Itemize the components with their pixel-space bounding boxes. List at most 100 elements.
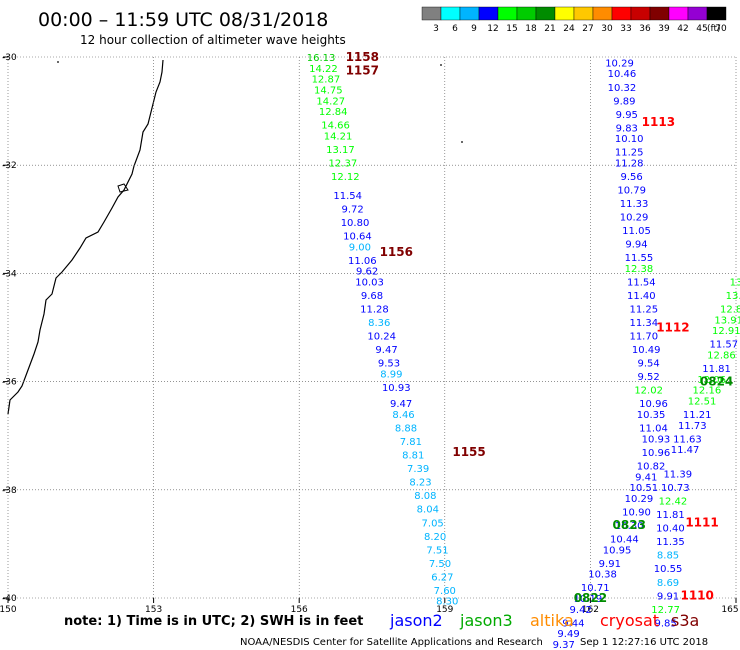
swh-value: 14.66: [321, 121, 350, 132]
legend-swatch: [668, 6, 689, 21]
swh-value: 6.27: [431, 572, 453, 583]
swh-value: 10.30: [615, 521, 644, 532]
legend-swatch: [459, 6, 480, 21]
legend-swatch: [554, 6, 575, 21]
swh-value: 8.99: [380, 369, 402, 380]
legend-label: 30: [601, 24, 613, 34]
swh-value: 10.55: [654, 564, 683, 575]
swh-value: 7.51: [426, 545, 448, 556]
swh-value: 9.91: [599, 559, 621, 570]
swh-value: 11.34: [629, 318, 658, 329]
swh-value: 12.84: [319, 107, 348, 118]
swh-value: 10.64: [343, 232, 372, 243]
swh-value: 10.32: [608, 83, 637, 94]
swh-value: 13: [730, 278, 740, 289]
pass-time-label: 0824: [700, 375, 733, 389]
swh-value: 11.70: [629, 332, 658, 343]
swh-value: 11.73: [678, 421, 707, 432]
legend-swatch: [421, 6, 442, 21]
swh-value: 10.96: [642, 448, 671, 459]
swh-value: 13.: [726, 291, 740, 302]
pass-time-label: 0822: [574, 591, 607, 605]
legend-swatch: [592, 6, 613, 21]
swh-value: 8.85: [657, 551, 679, 562]
island-dot: [461, 141, 463, 143]
legend-label: 27: [582, 24, 593, 34]
swh-value: 9.47: [390, 399, 412, 410]
swh-value: 11.25: [629, 305, 658, 316]
swh-value: 9.53: [378, 359, 400, 370]
swh-value: 10.95: [603, 545, 632, 556]
swh-value: 11.04: [639, 424, 668, 435]
swh-value: 7.50: [429, 559, 451, 570]
swh-value: 10.03: [355, 278, 384, 289]
swh-value: 8.81: [402, 451, 424, 462]
swh-value: 10.71: [581, 583, 610, 594]
swh-value: 12.06: [697, 375, 726, 386]
legend-label: 42: [677, 24, 688, 34]
swh-value: 9.85: [654, 618, 676, 629]
swh-value: 8.30: [436, 597, 458, 608]
swh-value: 11.06: [348, 256, 377, 267]
swh-value: 14.27: [316, 96, 345, 107]
legend-label: 45: [696, 24, 707, 34]
legend-label: 24: [563, 24, 575, 34]
pass-time-label: 0823: [613, 518, 646, 532]
legend-label: 39: [658, 24, 670, 34]
swh-value: 8.46: [392, 410, 414, 421]
swh-value: 10.29: [620, 213, 649, 224]
satellite-name: jason3: [459, 611, 513, 630]
legend-swatch: [706, 6, 727, 21]
swh-value: 11.81: [656, 510, 685, 521]
legend-swatch: [478, 6, 499, 21]
swh-value: 9.44: [562, 618, 584, 629]
legend-label: 36: [639, 24, 651, 34]
swh-value: 13.91: [714, 315, 740, 326]
footer-credit: NOAA/NESDIS Center for Satellite Applica…: [240, 637, 543, 648]
y-tick-label: -34: [2, 269, 17, 279]
swh-value: 10.29: [625, 494, 654, 505]
swh-value: 10.49: [632, 345, 661, 356]
swh-value: 10.96: [639, 399, 668, 410]
y-tick-label: -36: [2, 378, 17, 388]
y-tick-label: -40: [2, 594, 17, 604]
swh-value: 8.20: [424, 532, 446, 543]
swh-value: 7.05: [422, 518, 444, 529]
footer-timestamp: Sep 1 12:27:16 UTC 2018: [580, 637, 708, 648]
swh-value: 9.52: [638, 372, 660, 383]
swh-value: 9.62: [356, 267, 378, 278]
swh-value: 11.63: [673, 434, 702, 445]
swh-value: 7.81: [400, 437, 422, 448]
x-tick-label: 159: [436, 605, 453, 615]
pass-time-label: 1111: [685, 515, 718, 529]
legend-swatch: [497, 6, 518, 21]
swh-value: 11.28: [615, 158, 644, 169]
pass-time-label: 1113: [642, 115, 675, 129]
pass-time-label: 1158: [346, 50, 379, 64]
swh-value: 12.12: [331, 172, 360, 183]
swh-value: 9.00: [349, 242, 371, 253]
swh-value: 10.35: [637, 410, 666, 421]
swh-value: 12.87: [312, 75, 341, 86]
pass-time-label: 1157: [346, 64, 379, 78]
swh-value: 14.21: [324, 131, 353, 142]
pass-time-label: 1156: [380, 245, 413, 259]
island-dot: [57, 61, 59, 63]
pass-time-label: 1112: [656, 321, 689, 335]
map-subtitle: 12 hour collection of altimeter wave hei…: [80, 33, 346, 47]
legend-label: 9: [471, 24, 477, 34]
legend-label: 6: [452, 24, 458, 34]
island-dot: [440, 64, 442, 66]
swh-value: 9.47: [375, 345, 397, 356]
satellite-name: s3a: [671, 611, 699, 630]
y-tick-label: -30: [2, 53, 17, 63]
legend-label: 3: [433, 24, 439, 34]
legend-swatch: [611, 6, 632, 21]
swh-value: 10.90: [622, 507, 651, 518]
pass-time-label: 1155: [452, 445, 485, 459]
legend-label: 12: [487, 24, 498, 34]
